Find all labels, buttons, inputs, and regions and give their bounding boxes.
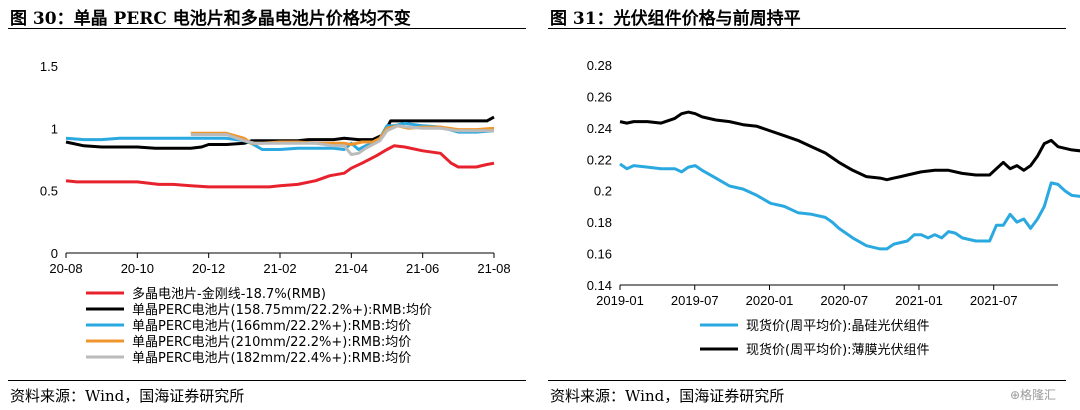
y-tick-label: 1 xyxy=(51,121,58,136)
x-tick-label: 2019-01 xyxy=(596,293,644,308)
x-tick-label: 2021-01 xyxy=(895,293,943,308)
series-line-3 xyxy=(65,121,495,151)
legend-label-1: 现货价(周平均价):晶硅光伏组件 xyxy=(746,318,930,334)
y-tick-label: 0 xyxy=(51,246,58,261)
legend-label-2: 单晶PERC电池片(158.75mm/22.2%+):RMB:均价 xyxy=(132,303,432,318)
chart-title-left: 图 30：单晶 PERC 电池片和多晶电池片价格均不变 xyxy=(10,9,411,29)
series-line-5 xyxy=(190,124,494,156)
chart-right: 0.14 0.16 0.18 0.2 0.22 0.24 0.26 0.28 2019-01 20… xyxy=(587,58,1080,358)
x-tick-label: 20-10 xyxy=(121,261,154,276)
panel-right: 图 31：光伏组件价格与前周持平 0.14 0.16 0.18 0.2 0.22 0.24… xyxy=(540,0,1080,410)
watermark-logo: ⊕格隆汇 xyxy=(1010,388,1057,402)
x-tick-label: 21-04 xyxy=(335,261,368,276)
legend-label-2: 现货价(周平均价):薄膜光伏组件 xyxy=(746,342,930,358)
x-tick-label: 20-12 xyxy=(192,261,225,276)
legend-label-4: 单晶PERC电池片(210mm/22.2%+):RMB:均价 xyxy=(132,335,411,350)
y-tick-label: 0.26 xyxy=(587,89,612,104)
source-note-left: 资料来源：Wind，国海证券研究所 xyxy=(10,387,245,405)
x-tick-label: 21-08 xyxy=(477,261,510,276)
y-tick-label: 0.5 xyxy=(40,184,58,199)
chart-left: 0 0.5 1 1.5 20-08 20-10 20-12 21-02 21-04 21-06 21… xyxy=(40,59,511,366)
series-line-2 xyxy=(619,110,1080,182)
source-rule-right xyxy=(548,380,1066,381)
y-tick-label: 0.18 xyxy=(587,215,612,230)
y-tick-label: 0.28 xyxy=(587,58,612,73)
x-tick-label: 2020-01 xyxy=(746,293,794,308)
y-tick-label: 0.24 xyxy=(587,121,612,136)
y-tick-label: 0.2 xyxy=(594,184,612,199)
source-rule-left xyxy=(8,380,526,381)
legend-label-3: 单晶PERC电池片(166mm/22.2%+):RMB:均价 xyxy=(132,319,411,334)
y-tick-label: 0.14 xyxy=(587,278,612,293)
chart-title-right: 图 31：光伏组件价格与前周持平 xyxy=(550,9,801,29)
source-note-right: 资料来源：Wind，国海证券研究所 xyxy=(550,387,785,405)
x-tick-label: 2019-07 xyxy=(671,293,719,308)
x-tick-label: 21-02 xyxy=(263,261,296,276)
panel-left: 图 30：单晶 PERC 电池片和多晶电池片价格均不变 0 0.5 1 1.5 20-0… xyxy=(8,9,526,405)
series-line-1 xyxy=(65,144,495,189)
series-line-1 xyxy=(619,162,1080,251)
x-tick-label: 2020-07 xyxy=(820,293,868,308)
legend-label-1: 多晶电池片-金刚线-18.7%(RMB) xyxy=(132,286,326,302)
title-rule-right xyxy=(548,28,1066,29)
x-tick-label: 2021-07 xyxy=(970,293,1018,308)
y-tick-label: 0.22 xyxy=(587,152,612,167)
y-tick-label: 0.16 xyxy=(587,247,612,262)
title-rule-left xyxy=(8,28,526,29)
x-tick-label: 21-06 xyxy=(406,261,439,276)
legend-label-5: 单晶PERC电池片(182mm/22.4%+):RMB:均价 xyxy=(132,351,411,366)
x-tick-label: 20-08 xyxy=(49,261,82,276)
y-tick-label: 1.5 xyxy=(40,59,58,74)
